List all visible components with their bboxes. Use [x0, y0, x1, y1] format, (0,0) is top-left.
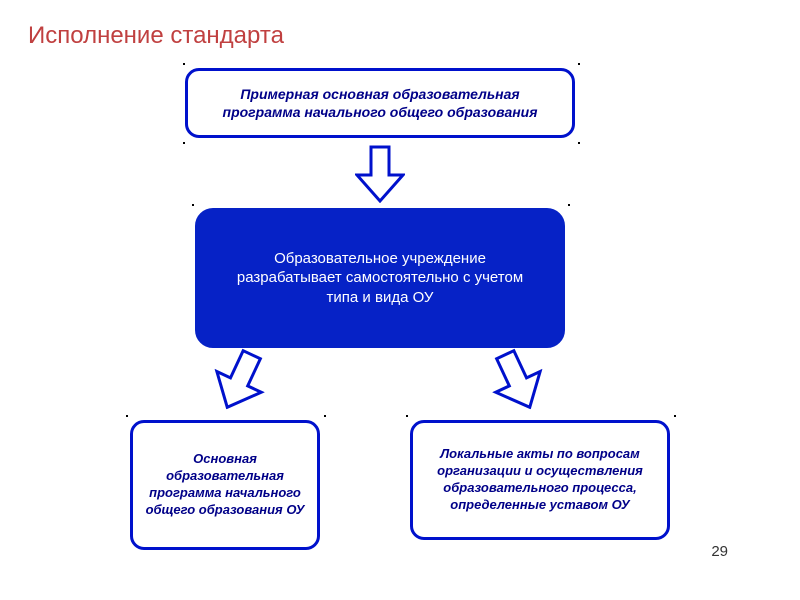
arrow-top-middle — [355, 145, 405, 203]
tick-mark — [324, 415, 326, 417]
arrow-middle-bottomright — [479, 341, 555, 420]
tick-mark — [183, 63, 185, 65]
page-number: 29 — [711, 543, 728, 560]
arrow-middle-bottomleft — [201, 341, 277, 420]
tick-mark — [126, 415, 128, 417]
node-middle: Образовательное учреждение разрабатывает… — [195, 208, 565, 348]
tick-mark — [568, 204, 570, 206]
node-middle-label: Образовательное учреждение разрабатывает… — [227, 249, 533, 308]
tick-mark — [406, 415, 408, 417]
tick-mark — [578, 63, 580, 65]
node-top: Примерная основная образовательная прогр… — [185, 68, 575, 138]
tick-mark — [192, 204, 194, 206]
page-title: Исполнение стандарта — [28, 22, 284, 50]
tick-mark — [578, 142, 580, 144]
node-bottom-left: Основная образовательная программа начал… — [130, 420, 320, 550]
node-bottom-right-label: Локальные акты по вопросам организации и… — [427, 446, 653, 514]
node-bottom-left-label: Основная образовательная программа начал… — [145, 451, 305, 519]
tick-mark — [183, 142, 185, 144]
tick-mark — [674, 415, 676, 417]
node-top-label: Примерная основная образовательная прогр… — [206, 85, 554, 121]
node-bottom-right: Локальные акты по вопросам организации и… — [410, 420, 670, 540]
